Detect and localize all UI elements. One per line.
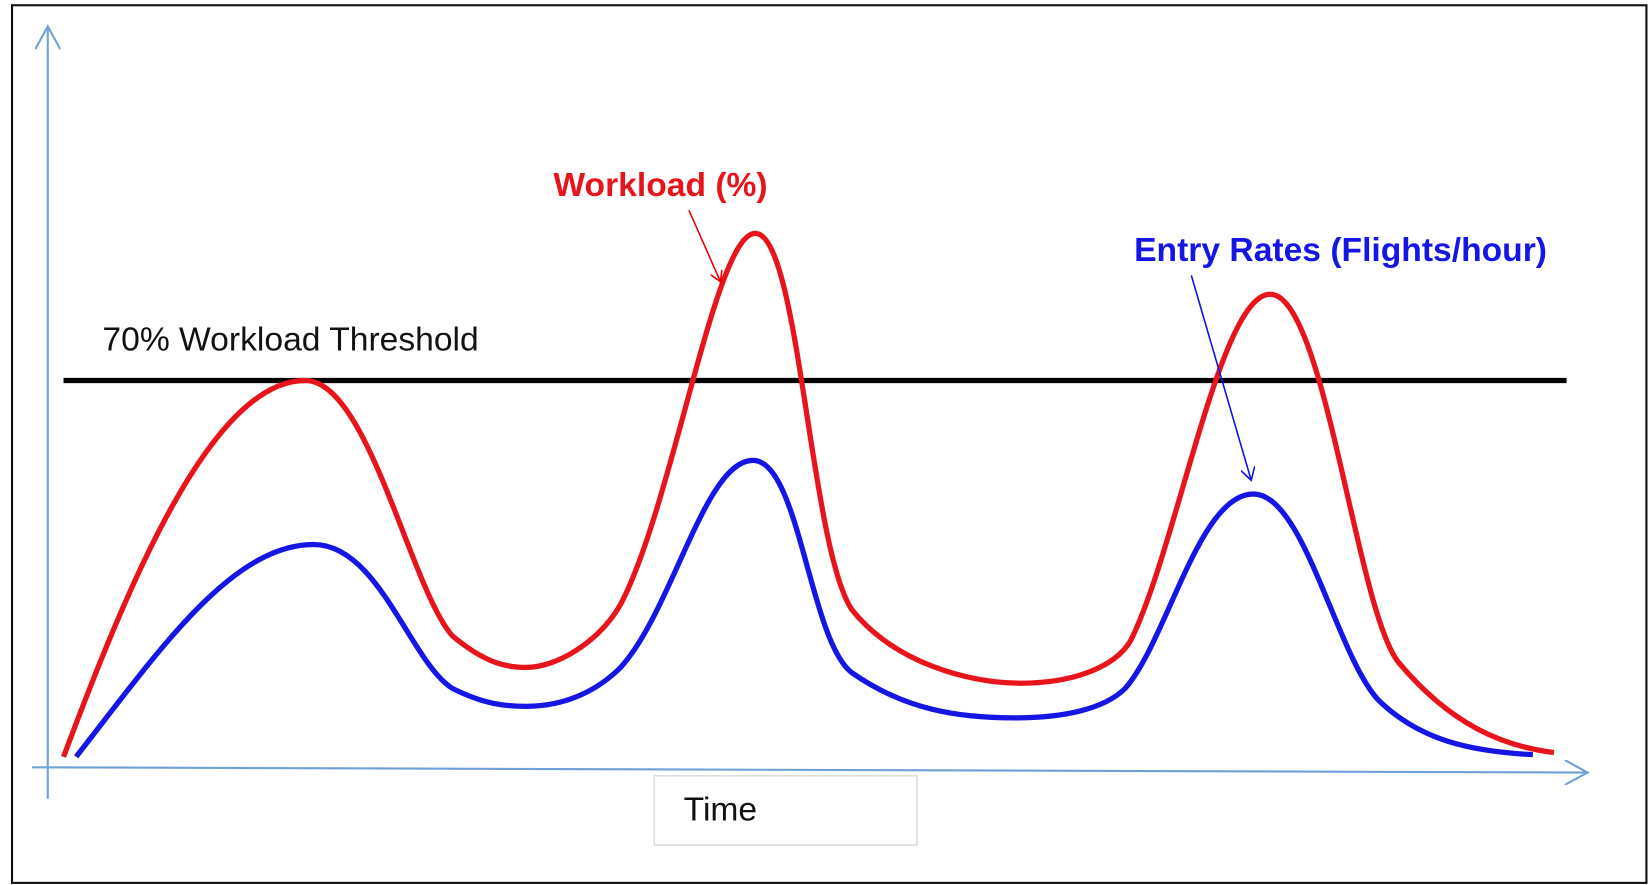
- workload-curve: [61, 230, 1555, 758]
- threshold-label: 70% Workload Threshold: [102, 321, 478, 358]
- workload-label: Workload (%): [553, 167, 767, 204]
- workload-arrow: [688, 209, 721, 281]
- x-axis-label-box: [653, 774, 918, 846]
- entry-rate-curve: [74, 457, 1534, 759]
- frame: [10, 4, 1648, 884]
- entry-rate-arrow: [1190, 275, 1251, 480]
- x-axis-label: Time: [684, 791, 757, 828]
- entry-rate-label: Entry Rates (Flights/hour): [1134, 232, 1547, 269]
- x-axis: [31, 767, 1588, 772]
